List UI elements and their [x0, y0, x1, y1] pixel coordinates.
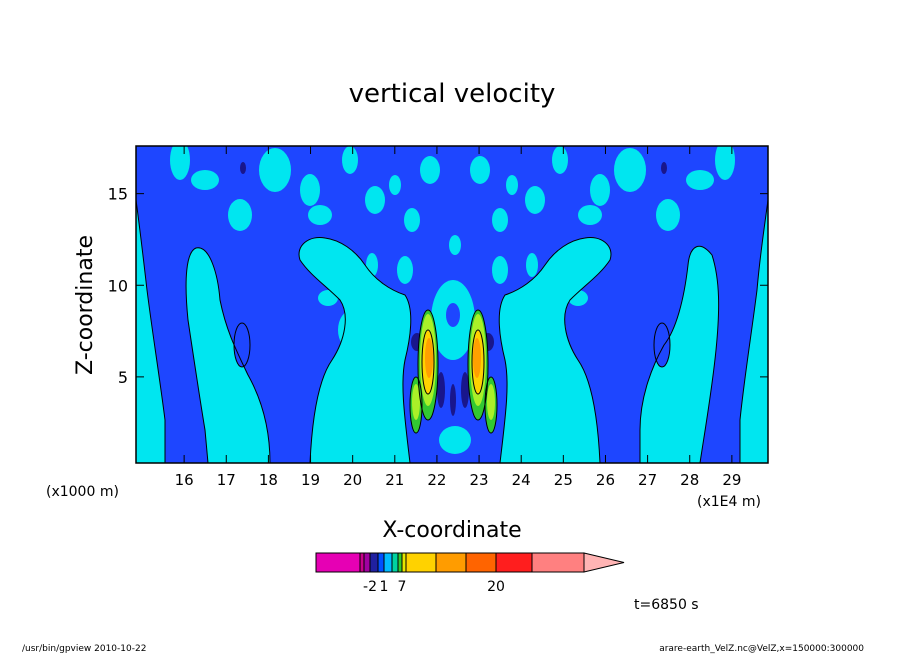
x-tick-label-2: 18 [259, 471, 278, 489]
x-tick-label-9: 25 [554, 471, 573, 489]
x-unit-note: (x1000 m) [46, 484, 119, 500]
colorbar-segment-9 [405, 552, 437, 573]
colorbar-segment-1 [359, 552, 365, 573]
x-scale-note: (x1E4 m) [697, 494, 761, 510]
colorbar-segment-13 [531, 552, 585, 573]
x-tick-label-12: 28 [680, 471, 699, 489]
colorbar-label-0: -2 [363, 579, 377, 595]
x-tick-label-0: 16 [175, 471, 194, 489]
footer-right: arare-earth_VelZ.nc@VelZ,x=150000:300000 [659, 644, 864, 654]
colorbar-segment-8 [401, 552, 407, 573]
y-axis-label: Z-coordinate [73, 235, 98, 375]
colorbar-segment-7 [397, 552, 403, 573]
y-tick-label-0: 5 [118, 368, 128, 387]
y-tick-label-2: 15 [108, 185, 128, 204]
x-axis: 16 17 18 19 20 21 22 23 24 25 26 27 28 29 [175, 146, 741, 489]
y-tick-label-1: 10 [108, 276, 128, 295]
x-tick-label-10: 26 [596, 471, 615, 489]
colorbar-triangle [583, 552, 625, 573]
colorbar-label-3: 20 [487, 579, 505, 595]
colorbar-segment-3 [369, 552, 379, 573]
colorbar-segment-6 [391, 552, 399, 573]
colorbar-segment-2 [363, 552, 371, 573]
x-tick-label-13: 29 [722, 471, 741, 489]
colorbar-segment-12 [495, 552, 533, 573]
colorbar-label-1: 1 [380, 579, 389, 595]
chart-title: vertical velocity [349, 79, 556, 109]
colorbar-labels: -2 1 7 20 [363, 579, 505, 595]
contour-lines [136, 146, 768, 463]
colorbar [315, 552, 625, 573]
x-tick-label-11: 27 [638, 471, 657, 489]
x-tick-label-3: 19 [301, 471, 320, 489]
colorbar-segment-0 [315, 552, 361, 573]
contour-light-blobs [170, 146, 735, 454]
x-tick-label-6: 22 [427, 471, 446, 489]
x-tick-label-5: 21 [385, 471, 404, 489]
footer-left: /usr/bin/gpview 2010-10-22 [22, 644, 146, 654]
x-tick-label-8: 24 [512, 471, 531, 489]
plot-area [136, 146, 768, 463]
x-axis-label: X-coordinate [382, 518, 521, 543]
x-tick-label-7: 23 [470, 471, 489, 489]
colorbar-segment-4 [377, 552, 385, 573]
colorbar-segment-11 [465, 552, 497, 573]
colorbar-segment-5 [383, 552, 393, 573]
y-axis: 5 10 15 [108, 185, 768, 387]
colorbar-label-2: 7 [398, 579, 407, 595]
x-tick-label-4: 20 [343, 471, 362, 489]
time-label: t=6850 s [634, 597, 699, 613]
plot-frame [135, 145, 769, 464]
colorbar-segment-10 [435, 552, 467, 573]
x-tick-label-1: 17 [217, 471, 236, 489]
